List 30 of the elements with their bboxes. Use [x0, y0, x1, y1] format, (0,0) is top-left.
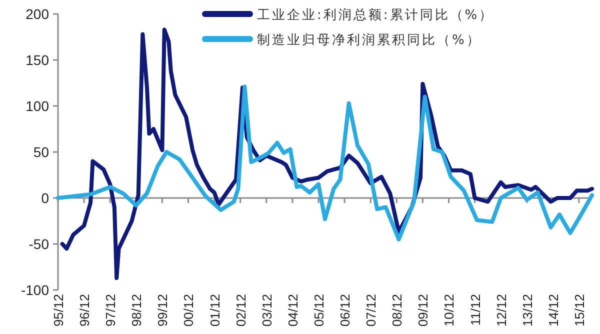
- x-tick-label: 07/12: [364, 294, 379, 327]
- x-tick-label: 08/12: [390, 294, 405, 327]
- x-tick-label: 12/12: [494, 294, 509, 327]
- x-tick-label: 97/12: [103, 294, 118, 327]
- y-tick-label: 200: [26, 6, 50, 22]
- x-tick-label: 13/12: [520, 294, 535, 327]
- x-tick-label: 95/12: [51, 294, 66, 327]
- x-tick-label: 03/12: [259, 294, 274, 327]
- x-tick-label: 96/12: [77, 294, 92, 327]
- y-tick-label: -100: [20, 282, 50, 298]
- x-tick-label: 10/12: [442, 294, 457, 327]
- x-tick-label: 09/12: [416, 294, 431, 327]
- x-tick-label: 98/12: [129, 294, 144, 327]
- x-tick-label: 14/12: [546, 294, 561, 327]
- y-tick-label: 50: [33, 144, 50, 160]
- y-tick-label: 100: [26, 98, 50, 114]
- x-tick-label: 00/12: [181, 294, 196, 327]
- x-tick-label: 11/12: [468, 294, 483, 326]
- x-tick-label: 02/12: [233, 294, 248, 327]
- y-tick-label: 150: [26, 52, 50, 68]
- x-tick-label: 15/12: [572, 294, 587, 327]
- legend-label: 工业企业:利润总额:累计同比（%）: [257, 8, 494, 23]
- y-tick-label: 0: [41, 190, 50, 206]
- x-tick-label: 99/12: [155, 294, 170, 327]
- x-tick-label: 01/12: [207, 294, 222, 327]
- x-tick-label: 04/12: [285, 294, 300, 327]
- x-tick-label: 06/12: [338, 294, 353, 327]
- y-tick-label: -50: [28, 236, 50, 252]
- x-tick-label: 05/12: [311, 294, 326, 327]
- legend-label: 制造业归母净利润累积同比（%）: [257, 33, 482, 48]
